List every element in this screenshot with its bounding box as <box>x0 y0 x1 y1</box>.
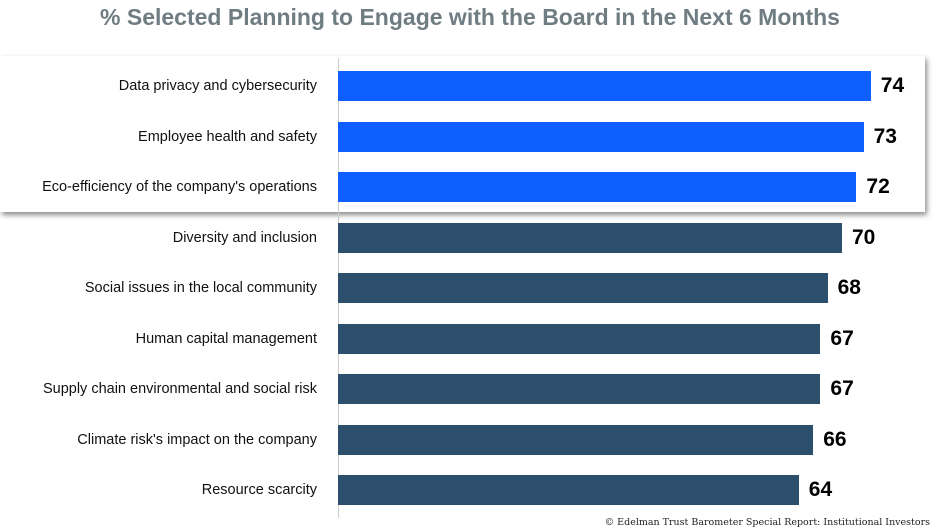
category-label: Supply chain environmental and social ri… <box>42 381 317 397</box>
value-label: 66 <box>823 427 847 451</box>
bar <box>338 121 864 152</box>
category-label: Data privacy and cybersecurity <box>118 78 317 94</box>
bar <box>338 374 821 404</box>
category-label: Human capital management <box>135 330 317 347</box>
bar <box>338 172 857 202</box>
source-footer: © Edelman Trust Barometer Special Report… <box>604 517 930 528</box>
category-label: Resource scarcity <box>201 482 317 498</box>
value-label: 67 <box>830 326 854 350</box>
category-label: Social issues in the local community <box>84 280 317 296</box>
bar <box>338 71 871 101</box>
chart-title: % Selected Planning to Engage with the B… <box>100 4 840 30</box>
category-label: Climate risk's impact on the company <box>77 431 317 448</box>
bar <box>338 222 842 253</box>
value-label: 67 <box>830 377 854 400</box>
category-label: Diversity and inclusion <box>172 229 317 246</box>
value-label: 70 <box>852 225 876 249</box>
bar <box>338 424 814 455</box>
bar <box>338 323 821 354</box>
bar <box>338 273 828 303</box>
value-label: 74 <box>880 74 905 97</box>
bar <box>338 475 799 505</box>
value-label: 64 <box>808 478 833 501</box>
value-label: 68 <box>837 276 861 299</box>
value-label: 73 <box>873 124 897 148</box>
value-label: 72 <box>866 175 890 198</box>
category-label: Employee health and safety <box>138 128 317 145</box>
category-label: Eco-efficiency of the company's operatio… <box>42 179 317 195</box>
